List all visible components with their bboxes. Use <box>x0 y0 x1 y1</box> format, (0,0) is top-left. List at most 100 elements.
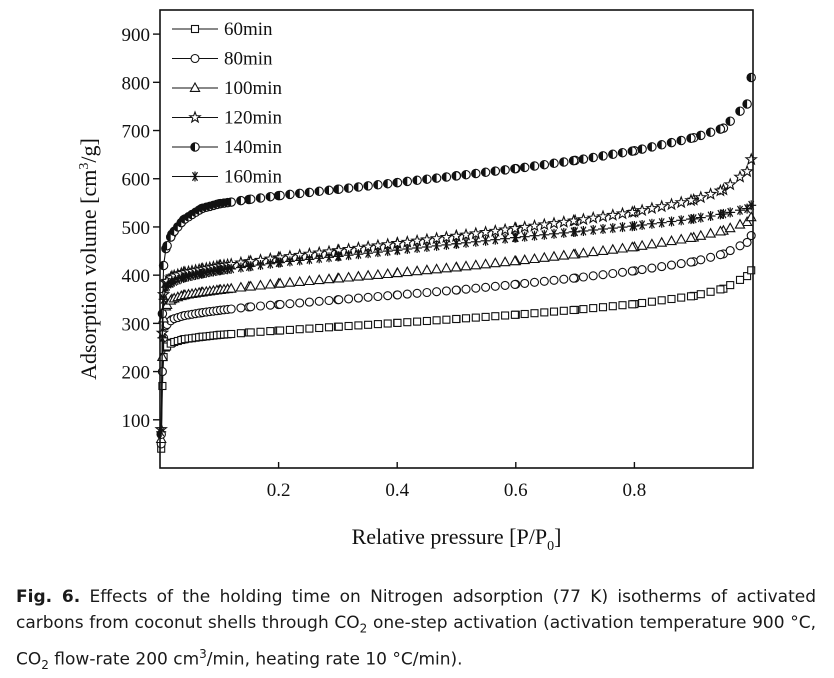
chart-figure: 0.2 0.4 0.6 0.8 100 200 300 400 500 600 700 800 900 … <box>76 9 758 554</box>
curve-marker <box>636 239 648 250</box>
curve-marker <box>481 312 490 321</box>
curve-marker <box>539 229 550 240</box>
curve-marker <box>579 305 588 314</box>
curve-marker <box>667 294 676 304</box>
curve-marker <box>666 137 677 148</box>
curve-marker <box>452 314 461 324</box>
y-tick-label: 400 <box>122 266 151 287</box>
curve-marker <box>450 261 462 272</box>
curve-marker <box>402 244 413 254</box>
legend-marker <box>190 171 200 182</box>
legend-item-160min: 160min <box>172 167 283 188</box>
curve-marker <box>578 226 589 236</box>
figure-caption: Fig. 6. Effects of the holding time on N… <box>16 584 816 678</box>
curve-marker <box>334 184 344 194</box>
plot-frame <box>159 9 754 469</box>
curve-marker <box>559 157 569 167</box>
curve-marker <box>401 266 413 277</box>
x-tick-label: 0.6 <box>504 480 528 501</box>
curve-marker <box>638 298 647 308</box>
curve-marker <box>372 268 384 279</box>
curve-marker <box>559 306 568 315</box>
legend-item-120min: 120min <box>172 108 283 129</box>
curve-marker <box>353 293 363 303</box>
curve-marker <box>588 271 598 281</box>
curve-marker <box>469 226 483 240</box>
curve-marker <box>519 231 530 242</box>
y-axis-label: Adsorption volume [cm3/g] <box>76 138 101 380</box>
curve-marker <box>598 151 608 161</box>
chart-canvas: 0.2 0.4 0.6 0.8100200300400500600700800900 … <box>76 9 758 554</box>
curve-marker <box>285 325 294 334</box>
curve-marker <box>402 176 413 187</box>
y-tick-label: 600 <box>122 170 151 191</box>
curve-marker <box>676 135 686 146</box>
curve-marker <box>527 218 542 232</box>
y-tick-label: 800 <box>122 73 151 94</box>
curve-marker <box>284 276 296 287</box>
curve-marker <box>333 272 345 283</box>
curve-marker <box>255 301 266 311</box>
curve-marker <box>656 217 667 228</box>
curve-marker <box>666 216 677 227</box>
x-axis-label: Relative pressure [P/P0] <box>352 524 562 554</box>
curve-marker <box>275 190 285 201</box>
x-tick-label: 0.2 <box>267 480 291 501</box>
series-120min <box>154 152 758 436</box>
curve-marker <box>615 206 630 220</box>
curve-marker <box>566 213 581 227</box>
curve-marker <box>520 309 529 319</box>
curve-marker <box>225 282 237 293</box>
curve-marker <box>227 329 236 339</box>
curve-marker <box>587 246 599 257</box>
curve-marker <box>735 275 745 284</box>
series-140min <box>156 72 756 440</box>
curve-marker <box>363 292 373 302</box>
curve-marker <box>324 323 334 332</box>
curve-marker <box>411 265 423 276</box>
curve-marker <box>558 249 570 260</box>
curve-marker <box>530 309 539 318</box>
curve-marker <box>264 278 276 289</box>
curve-marker <box>420 232 434 246</box>
curve-marker <box>520 278 530 288</box>
curve-marker <box>675 233 687 244</box>
curve-marker <box>725 116 735 126</box>
curve-marker <box>656 140 667 150</box>
curve-marker <box>508 221 522 235</box>
x-tick-label: 0.8 <box>623 480 647 501</box>
curve-marker <box>627 266 637 276</box>
curve-marker <box>422 174 432 184</box>
curve-marker <box>256 327 265 336</box>
curve-marker <box>324 185 334 196</box>
curve-marker <box>382 267 394 279</box>
series-60min <box>157 266 756 453</box>
curve-marker <box>304 187 315 198</box>
curve-marker <box>627 221 638 232</box>
curve-marker <box>323 273 335 284</box>
curve-marker <box>246 328 255 337</box>
curve-marker <box>392 245 403 256</box>
curve-marker <box>421 264 433 275</box>
curve-marker <box>617 267 628 277</box>
curve-marker <box>491 312 500 321</box>
curve-marker <box>598 270 608 280</box>
curve-marker <box>373 320 382 329</box>
curve-marker <box>647 297 656 306</box>
curve-marker <box>577 247 589 258</box>
curve-marker <box>703 187 718 200</box>
curve-marker <box>449 229 463 242</box>
legend: 60min 80min 100min 120min 140min 160min <box>172 19 283 188</box>
curve-marker <box>383 291 393 301</box>
curve-marker <box>226 304 236 314</box>
curve-marker <box>725 207 736 218</box>
curve-marker <box>569 305 578 315</box>
curve-marker <box>510 163 520 174</box>
curve-marker <box>343 183 354 193</box>
curve-marker <box>578 272 588 282</box>
curve-marker <box>645 201 659 215</box>
curve-marker <box>529 230 540 241</box>
curve-marker <box>471 283 481 293</box>
curve-marker <box>647 263 657 273</box>
curve-marker <box>303 274 315 286</box>
